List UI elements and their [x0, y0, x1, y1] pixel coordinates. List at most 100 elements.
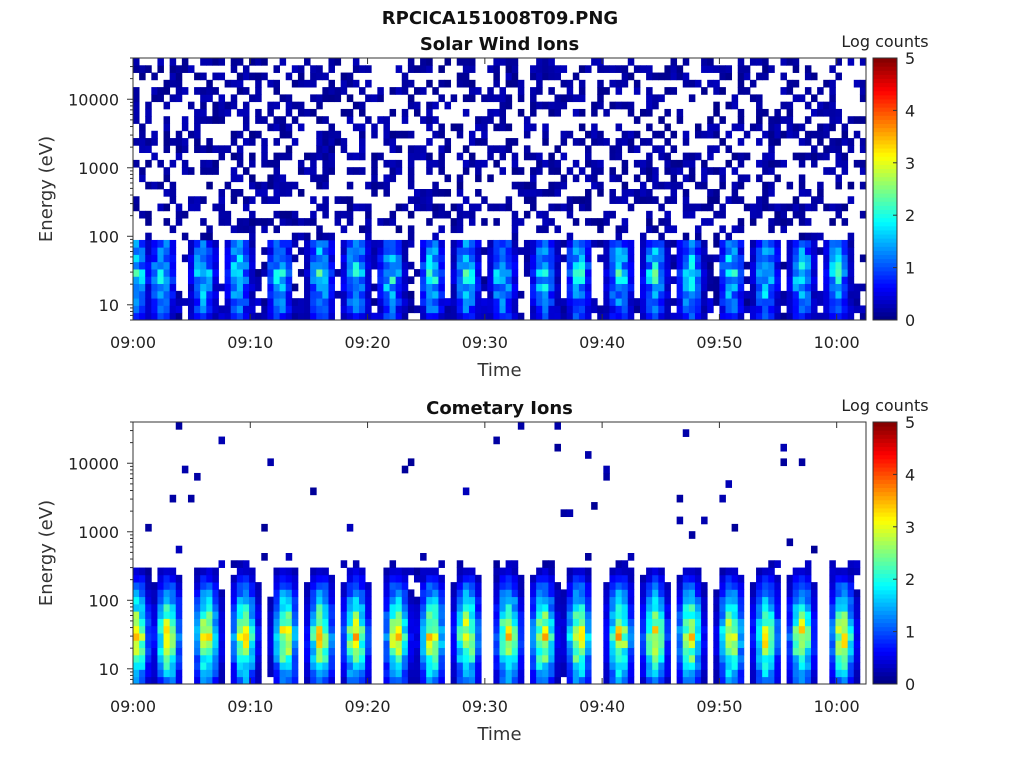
spectrogram-cell: [249, 647, 256, 656]
spectrogram-cell: [835, 603, 842, 612]
y-axis-label: Energy (eV): [36, 500, 57, 606]
spectrogram-cell: [493, 312, 500, 321]
spectrogram-cell: [688, 647, 696, 656]
spectrogram-cell: [242, 247, 250, 255]
spectrogram-cell: [682, 159, 690, 168]
spectrogram-cell: [823, 79, 830, 88]
spectrogram-cell: [212, 633, 219, 641]
spectrogram-cell: [328, 65, 335, 73]
spectrogram-cell: [395, 203, 403, 212]
spectrogram-cell: [530, 276, 537, 285]
spectrogram-cell: [646, 654, 653, 663]
spectrogram-cell: [829, 87, 836, 95]
spectrogram-cell: [835, 625, 842, 634]
spectrogram-cell: [340, 108, 348, 117]
spectrogram-cell: [389, 574, 397, 583]
spectrogram-cell: [597, 94, 604, 103]
spectrogram-cell: [395, 589, 403, 598]
spectrogram-cell: [707, 283, 714, 292]
colorbar-segment: [873, 643, 897, 648]
spectrogram-cell: [420, 116, 427, 124]
spectrogram-cell: [359, 239, 366, 248]
spectrogram-cell: [450, 603, 458, 612]
spectrogram-cell: [426, 116, 433, 124]
spectrogram-cell: [731, 101, 739, 110]
spectrogram-cell: [133, 138, 140, 146]
spectrogram-cell: [230, 603, 238, 612]
spectrogram-cell: [352, 79, 360, 88]
spectrogram-cell: [664, 640, 671, 649]
spectrogram-cell: [646, 647, 653, 656]
spectrogram-cell: [664, 283, 671, 292]
spectrogram-cell: [499, 276, 507, 285]
spectrogram-cell: [658, 596, 665, 605]
spectrogram-cell: [725, 232, 733, 241]
spectrogram-cell: [462, 305, 470, 314]
spectrogram-cell: [688, 582, 696, 590]
spectrogram-cell: [560, 305, 568, 314]
spectrogram-cell: [371, 181, 378, 190]
spectrogram-cell: [749, 589, 757, 598]
spectrogram-cell: [334, 58, 342, 66]
spectrogram-cell: [426, 625, 433, 634]
spectrogram-cell: [682, 189, 690, 197]
spectrogram-cell: [774, 138, 781, 146]
spectrogram-cell: [242, 203, 250, 212]
spectrogram-cell: [133, 312, 140, 321]
spectrogram-cell: [242, 138, 250, 146]
spectrogram-cell: [206, 582, 213, 590]
spectrogram-cell: [798, 305, 806, 314]
spectrogram-cell: [804, 276, 812, 285]
spectrogram-cell: [310, 669, 317, 678]
spectrogram-cell: [511, 654, 519, 663]
spectrogram-cell: [829, 312, 836, 321]
spectrogram-cell: [560, 130, 568, 139]
spectrogram-cell: [468, 283, 476, 292]
spectrogram-cell: [804, 254, 812, 263]
spectrogram-cell: [242, 662, 250, 670]
spectrogram-cell: [505, 247, 513, 255]
spectrogram-cell: [212, 312, 219, 321]
spectrogram-cell: [536, 159, 543, 168]
spectrogram-cell: [749, 603, 757, 612]
spectrogram-cell: [835, 254, 842, 263]
spectrogram-cell: [713, 647, 720, 656]
spectrogram-cell: [517, 618, 525, 627]
spectrogram-cell: [811, 269, 818, 277]
spectrogram-cell: [676, 574, 684, 583]
spectrogram-cell: [694, 232, 702, 241]
spectrogram-cell: [688, 589, 696, 598]
spectrogram-cell: [811, 596, 818, 605]
spectrogram-cell: [249, 138, 256, 146]
spectrogram-cell: [420, 589, 427, 598]
spectrogram-cell: [462, 669, 470, 678]
spectrogram-cell: [273, 312, 280, 321]
spectrogram-cell: [835, 589, 842, 598]
spectrogram-cell: [682, 210, 690, 219]
spectrogram-cell: [664, 312, 671, 321]
spectrogram-cell: [646, 276, 653, 285]
spectrogram-cell: [291, 589, 299, 598]
spectrogram-cell: [823, 254, 830, 263]
spectrogram-cell: [352, 276, 360, 285]
spectrogram-cell: [578, 79, 586, 88]
spectrogram-cell: [230, 589, 238, 598]
spectrogram-cell: [426, 65, 433, 73]
colorbar-segment: [873, 303, 897, 309]
spectrogram-cell: [377, 298, 384, 306]
spectrogram-cell: [462, 247, 470, 255]
spectrogram-cell: [811, 261, 818, 270]
spectrogram-cell: [737, 218, 745, 226]
spectrogram-cell: [505, 261, 513, 270]
spectrogram-cell: [523, 189, 531, 197]
spectrogram-cell: [163, 261, 171, 270]
spectrogram-cell: [505, 640, 513, 649]
spectrogram-cell: [175, 574, 183, 583]
spectrogram-cell: [615, 618, 623, 627]
spectrogram-cell: [768, 596, 775, 605]
spectrogram-cell: [206, 58, 213, 66]
spectrogram-cell: [224, 145, 232, 154]
spectrogram-cell: [297, 65, 305, 73]
spectrogram-cell: [218, 625, 226, 634]
spectrogram-cell: [762, 65, 769, 73]
